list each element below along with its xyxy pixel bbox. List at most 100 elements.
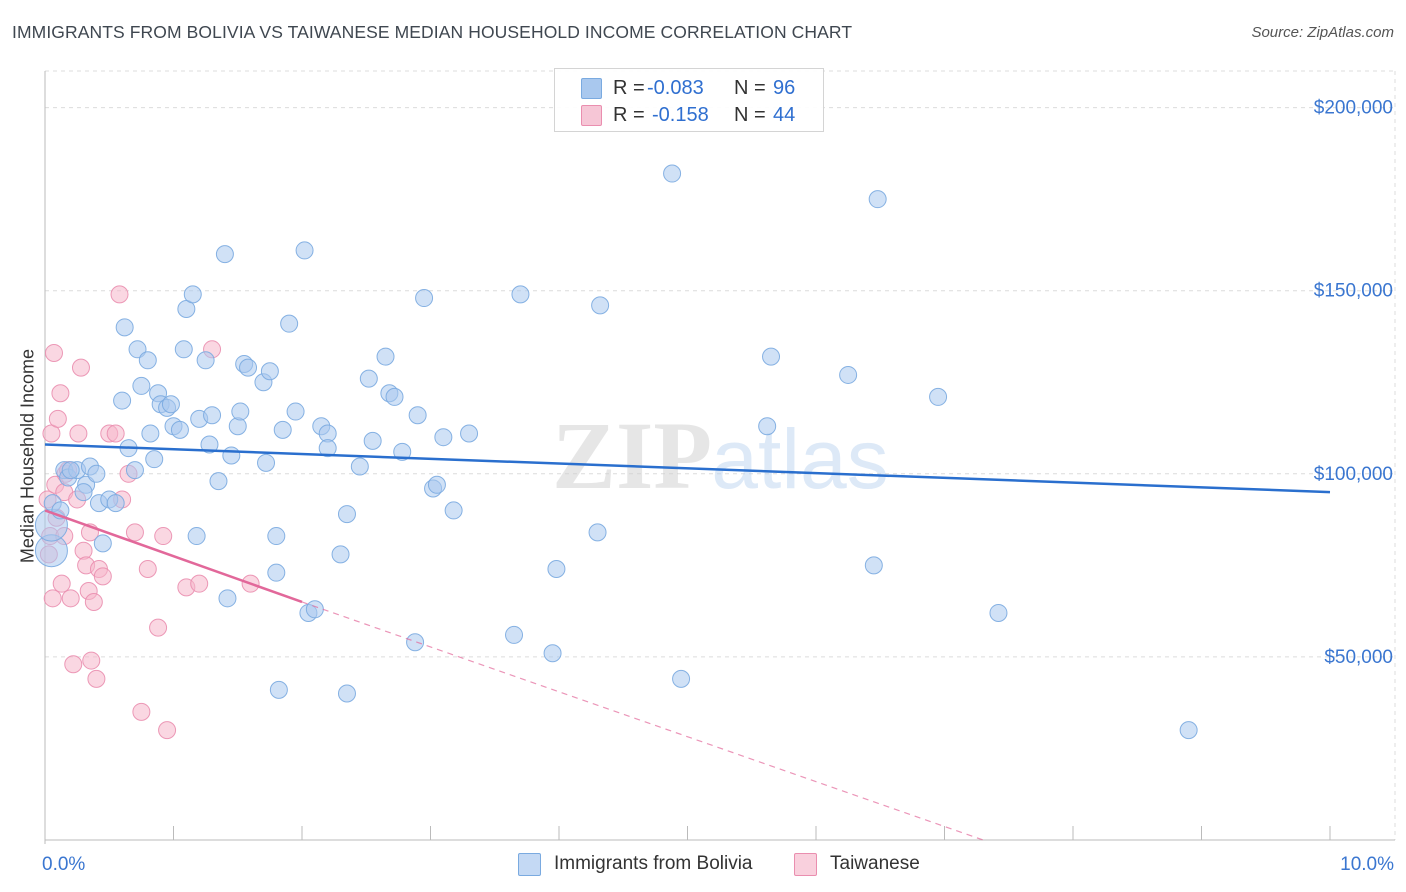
n-label: N = xyxy=(734,77,766,99)
taiwanese-point xyxy=(43,589,62,608)
y-tick-label: $100,000 xyxy=(1314,464,1393,485)
y-tick-label: $150,000 xyxy=(1314,281,1393,302)
n-label: N = xyxy=(734,104,766,126)
bolivia-point xyxy=(393,442,412,461)
taiwanese-point xyxy=(87,669,106,688)
taiwanese-point xyxy=(69,424,88,443)
bolivia-point xyxy=(203,406,222,425)
taiwanese-trend-extension xyxy=(301,601,984,841)
taiwanese-point xyxy=(51,384,70,403)
bolivia-point xyxy=(228,417,247,436)
bolivia-point xyxy=(132,376,151,395)
bolivia-point xyxy=(267,563,286,582)
bolivia-point xyxy=(427,475,446,494)
bolivia-point xyxy=(385,387,404,406)
bolivia-point xyxy=(286,402,305,421)
bolivia-legend-swatch xyxy=(518,853,541,876)
bolivia-point xyxy=(257,453,276,472)
legend-item-bolivia[interactable]: Immigrants from Bolivia xyxy=(518,852,778,878)
bolivia-point xyxy=(231,402,250,421)
bolivia-point xyxy=(663,164,682,183)
legend-item-taiwanese[interactable]: Taiwanese xyxy=(794,852,944,878)
r-label: R = xyxy=(613,77,645,99)
taiwanese-point xyxy=(64,655,83,674)
bolivia-point xyxy=(359,369,378,388)
bolivia-point xyxy=(106,494,125,513)
bolivia-point xyxy=(170,420,189,439)
bolivia-point xyxy=(318,439,337,458)
taiwanese-point xyxy=(154,527,173,546)
bolivia-point xyxy=(125,461,144,480)
y-tick-label: $50,000 xyxy=(1324,647,1393,668)
watermark-zip: ZIP xyxy=(552,402,712,509)
stats-legend: R = -0.083 N = 96 R = -0.158 N = 44 xyxy=(554,68,824,132)
bolivia-point xyxy=(280,314,299,333)
y-axis-label: Median Household Income xyxy=(17,348,38,564)
taiwanese-point xyxy=(158,721,177,740)
bolivia-point xyxy=(74,483,93,502)
bolivia-point xyxy=(929,387,948,406)
taiwanese-point xyxy=(190,574,209,593)
bolivia-point xyxy=(269,680,288,699)
bolivia-point xyxy=(762,347,781,366)
taiwanese-point xyxy=(44,343,63,362)
bolivia-point xyxy=(113,391,132,410)
legend-label-bolivia: Immigrants from Bolivia xyxy=(554,853,753,874)
taiwanese-legend-swatch xyxy=(794,853,817,876)
axis-layer xyxy=(44,71,1395,844)
bolivia-point xyxy=(239,358,258,377)
taiwanese-point xyxy=(52,574,71,593)
bolivia-point xyxy=(511,285,530,304)
bolivia-point xyxy=(161,395,180,414)
taiwanese-trend-line xyxy=(44,509,303,604)
taiwanese-point xyxy=(125,523,144,542)
bolivia-point xyxy=(434,428,453,447)
bolivia-point xyxy=(415,289,434,308)
bolivia-point xyxy=(273,420,292,439)
taiwanese-point xyxy=(110,285,129,304)
bolivia-point xyxy=(331,545,350,564)
bolivia-point xyxy=(260,362,279,381)
taiwanese-swatch xyxy=(581,105,602,126)
taiwanese-point xyxy=(93,567,112,586)
bolivia-point xyxy=(505,625,524,644)
bolivia-point xyxy=(222,446,241,465)
legend-label-taiwanese: Taiwanese xyxy=(830,853,920,874)
taiwanese-point xyxy=(74,541,93,560)
chart-title: IMMIGRANTS FROM BOLIVIA VS TAIWANESE MED… xyxy=(12,22,853,42)
bolivia-point xyxy=(588,523,607,542)
r-label: R = xyxy=(613,104,645,126)
watermark-atlas: atlas xyxy=(711,412,888,506)
bolivia-point xyxy=(864,556,883,575)
bolivia-point xyxy=(408,406,427,425)
bolivia-point xyxy=(200,435,219,454)
bolivia-point xyxy=(183,285,202,304)
bolivia-points xyxy=(34,164,1198,740)
n-value: 44 xyxy=(773,104,796,126)
taiwanese-point xyxy=(138,560,157,579)
bolivia-point xyxy=(839,365,858,384)
r-value: -0.083 xyxy=(647,77,704,99)
bolivia-swatch xyxy=(581,78,602,99)
bolivia-point xyxy=(215,245,234,264)
taiwanese-point xyxy=(84,592,103,611)
bolivia-point xyxy=(406,633,425,652)
taiwanese-point xyxy=(61,589,80,608)
bolivia-point xyxy=(267,527,286,546)
bolivia-point xyxy=(218,589,237,608)
bolivia-point xyxy=(174,340,193,359)
taiwanese-point xyxy=(48,409,67,428)
bolivia-point xyxy=(868,190,887,209)
bolivia-point xyxy=(145,450,164,469)
bolivia-point xyxy=(350,457,369,476)
bolivia-point xyxy=(591,296,610,315)
bolivia-point xyxy=(337,505,356,524)
bolivia-point xyxy=(1179,721,1198,740)
tick-labels: $50,000 $100,000 $150,000 $200,000 0.0% 10.0% xyxy=(42,98,1394,875)
taiwanese-point xyxy=(106,424,125,443)
n-value: 96 xyxy=(773,77,796,99)
bolivia-trend-line xyxy=(44,443,1331,494)
taiwanese-point xyxy=(82,651,101,670)
series-legend: Immigrants from Bolivia Taiwanese xyxy=(0,852,1406,878)
bolivia-point xyxy=(87,464,106,483)
